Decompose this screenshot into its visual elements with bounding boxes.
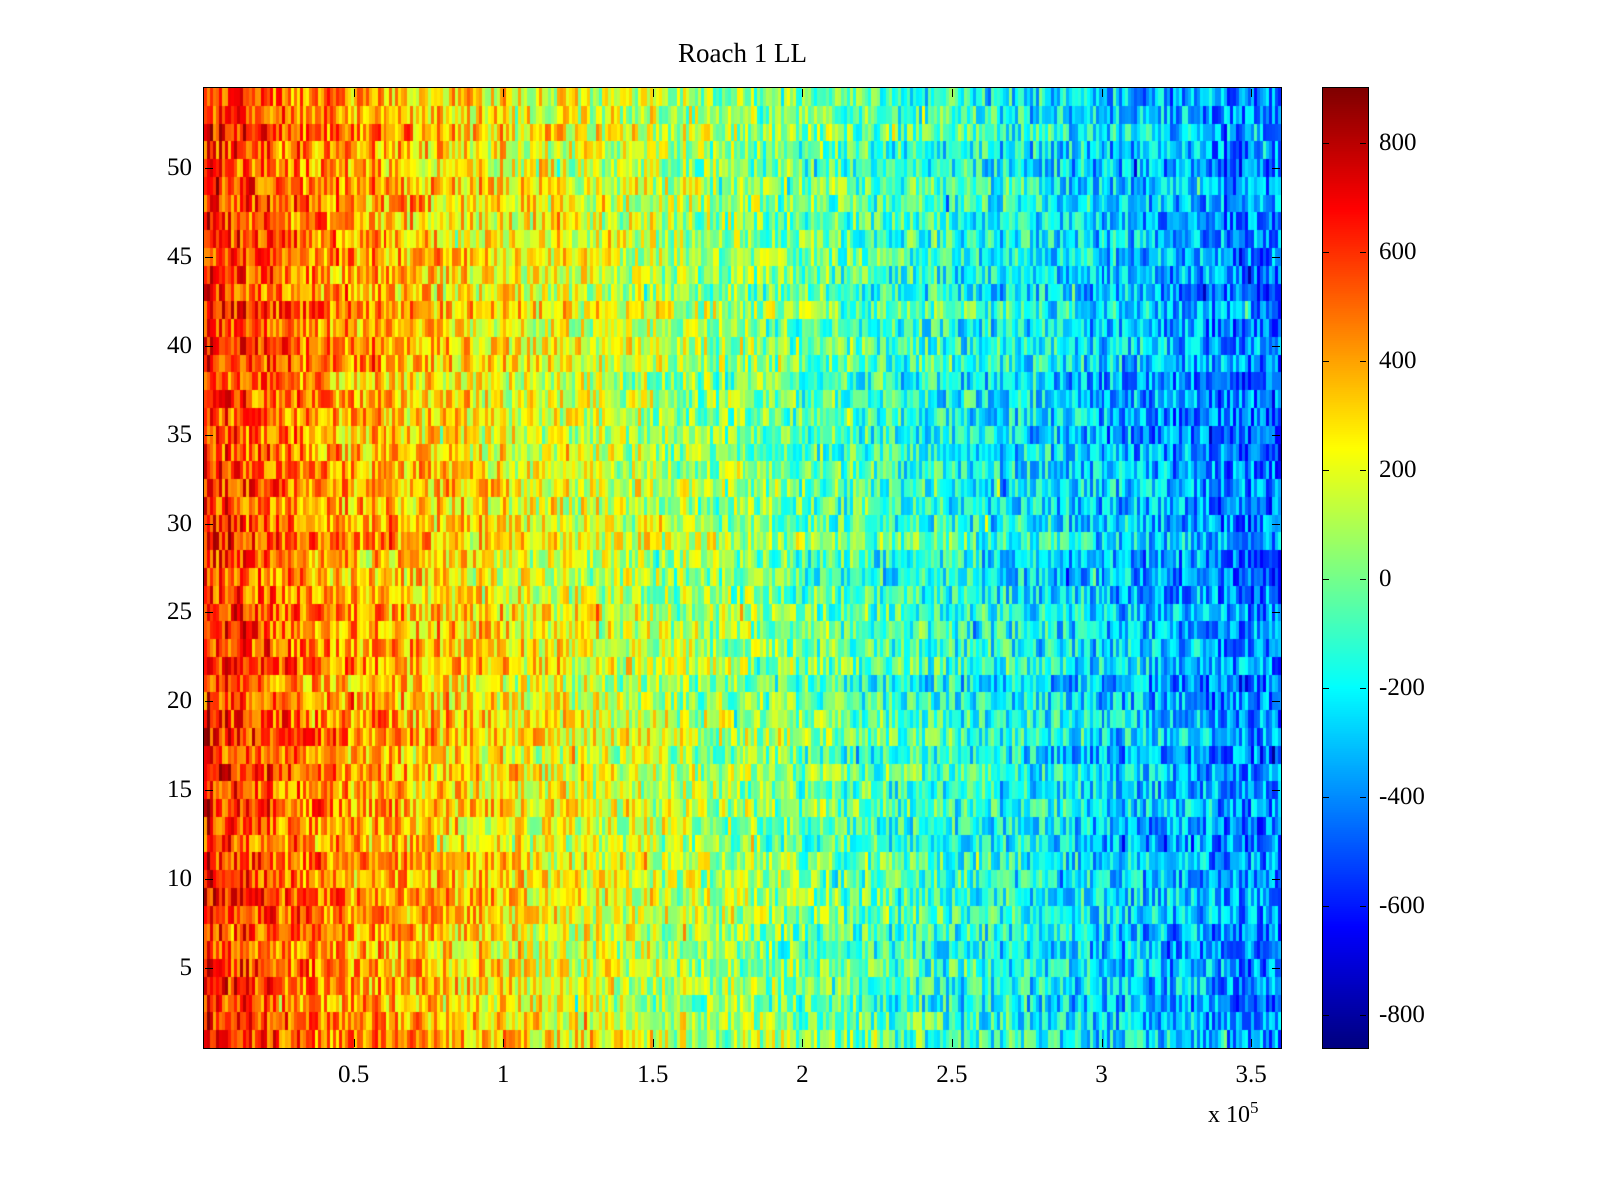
y-axis-tick-mark: [205, 168, 213, 169]
y-axis-tick-mark: [205, 968, 213, 969]
y-axis-tick-label: 10: [167, 865, 192, 893]
colorbar-tick-mark: [1360, 906, 1366, 908]
y-axis-tick-mark: [1272, 701, 1280, 703]
x-axis-tick-label: 1: [496, 1061, 510, 1088]
x-axis-tick-label: 3: [1095, 1061, 1108, 1088]
colorbar-tick-label: -600: [1379, 892, 1425, 920]
colorbar-tick-mark: [1323, 251, 1329, 253]
x-axis-exponent-value: 5: [1250, 1098, 1259, 1117]
y-axis-tick-mark: [1272, 256, 1280, 258]
x-axis-tick-mark: [652, 1039, 654, 1047]
colorbar-tick-label: -800: [1379, 1001, 1425, 1029]
colorbar-tick-mark: [1360, 1015, 1366, 1017]
colorbar-tick-mark: [1323, 1015, 1329, 1017]
colorbar-tick-label: 0: [1379, 564, 1392, 592]
x-axis-tick-mark: [951, 1039, 953, 1047]
heatmap-canvas: [204, 88, 1281, 1048]
y-axis-tick-mark: [205, 879, 213, 881]
colorbar-tick-mark: [1323, 797, 1329, 799]
y-axis-tick-mark: [1272, 790, 1280, 792]
y-axis-tick-label: 40: [167, 331, 192, 359]
y-axis-tick-mark: [1272, 168, 1280, 169]
colorbar-tick-mark: [1360, 688, 1366, 689]
x-axis-tick-label: 2: [796, 1061, 809, 1088]
colorbar-tick-mark: [1323, 906, 1329, 908]
x-axis-tick-mark: [1101, 89, 1103, 97]
y-axis-tick-mark: [205, 434, 213, 436]
colorbar-tick-mark: [1360, 142, 1366, 144]
x-axis-tick-label: 3.5: [1235, 1061, 1267, 1088]
x-axis-tick-label: 1.5: [637, 1061, 669, 1088]
y-axis-tick-label: 50: [167, 154, 192, 181]
colorbar-tick-label: -400: [1379, 783, 1425, 811]
y-axis-tick-mark: [205, 701, 213, 703]
colorbar-tick-mark: [1360, 797, 1366, 799]
colorbar-tick-mark: [1360, 251, 1366, 253]
colorbar-tick-mark: [1323, 688, 1329, 689]
x-axis-tick-mark: [652, 89, 654, 97]
colorbar: [1322, 87, 1369, 1049]
x-axis-exponent-label: x 105: [1208, 1098, 1259, 1129]
y-axis-tick-mark: [205, 790, 213, 792]
y-axis-tick-mark: [1272, 345, 1280, 347]
x-axis-tick-mark: [1251, 1039, 1253, 1047]
x-axis-tick-mark: [802, 89, 804, 97]
colorbar-tick-mark: [1360, 360, 1366, 362]
x-axis-tick-mark: [353, 89, 355, 97]
x-axis-tick-mark: [503, 89, 505, 97]
colorbar-tick-mark: [1360, 469, 1366, 471]
colorbar-tick-mark: [1360, 578, 1366, 580]
y-axis-tick-label: 30: [167, 509, 192, 537]
y-axis-tick-label: 25: [167, 598, 192, 626]
y-axis-tick-label: 15: [167, 776, 192, 804]
colorbar-tick-mark: [1323, 469, 1329, 471]
y-axis-tick-label: 35: [167, 420, 192, 448]
colorbar-tick-mark: [1323, 142, 1329, 144]
x-axis-tick-mark: [1101, 1039, 1103, 1047]
y-axis-tick-mark: [205, 523, 213, 525]
x-axis-tick-mark: [1251, 89, 1253, 97]
y-axis-tick-label: 45: [167, 242, 192, 270]
x-axis-tick-mark: [802, 1039, 804, 1047]
y-axis-tick-mark: [205, 345, 213, 347]
colorbar-tick-label: 800: [1379, 128, 1417, 156]
colorbar-tick-mark: [1323, 578, 1329, 580]
y-axis-tick-mark: [1272, 612, 1280, 614]
x-axis-tick-mark: [503, 1039, 505, 1047]
x-axis-tick-mark: [951, 89, 953, 97]
y-axis-tick-label: 20: [167, 687, 192, 715]
y-axis-tick-mark: [1272, 879, 1280, 881]
x-axis-tick-label: 0.5: [337, 1061, 370, 1088]
chart-title: Roach 1 LL: [678, 38, 807, 68]
y-axis-tick-mark: [205, 256, 213, 258]
colorbar-tick-mark: [1323, 360, 1329, 362]
x-axis-tick-mark: [353, 1039, 355, 1047]
colorbar-tick-label: 200: [1379, 455, 1417, 483]
colorbar-gradient-canvas: [1323, 88, 1368, 1048]
y-axis-tick-mark: [205, 612, 213, 614]
y-axis-tick-mark: [1272, 523, 1280, 525]
colorbar-tick-label: 400: [1379, 346, 1417, 374]
plot-area: [203, 87, 1282, 1049]
y-axis-tick-label: 5: [179, 954, 193, 981]
y-axis-tick-mark: [1272, 434, 1280, 436]
colorbar-tick-label: -200: [1379, 674, 1425, 701]
colorbar-tick-label: 600: [1379, 237, 1417, 265]
x-axis-tick-label: 2.5: [936, 1061, 968, 1088]
y-axis-tick-mark: [1272, 968, 1280, 969]
x-axis-exponent-prefix: x 10: [1208, 1102, 1250, 1128]
